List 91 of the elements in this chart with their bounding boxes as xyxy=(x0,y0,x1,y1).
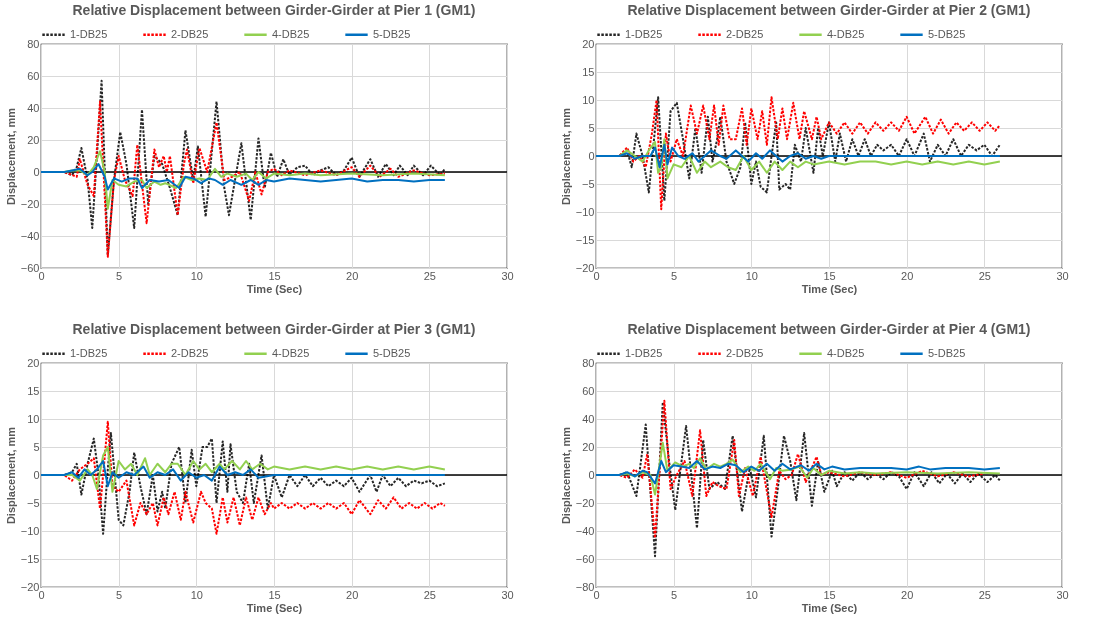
y-tick-label: 0 xyxy=(588,149,595,162)
chart-title: Relative Displacement between Girder-Girder at Pier 3 (GM1) xyxy=(72,321,476,337)
y-tick-label: −5 xyxy=(26,496,40,509)
y-tick-label: −10 xyxy=(20,524,40,537)
y-tick-label: 0 xyxy=(588,468,595,481)
y-tick-label: −40 xyxy=(20,229,40,242)
x-tick-label: 10 xyxy=(190,588,203,601)
y-tick-label: 80 xyxy=(27,37,40,50)
y-tick-label: −20 xyxy=(20,197,40,210)
legend-label: 1-DB25 xyxy=(70,346,108,359)
x-tick-label: 15 xyxy=(823,269,836,282)
legend-label: 2-DB25 xyxy=(726,27,764,40)
x-tick-label: 30 xyxy=(501,588,514,601)
x-tick-label: 20 xyxy=(346,588,359,601)
x-tick-label: 25 xyxy=(423,269,436,282)
legend-label: 1-DB25 xyxy=(70,27,108,40)
y-tick-label: −15 xyxy=(575,233,595,246)
x-tick-label: 10 xyxy=(745,588,758,601)
y-tick-label: −60 xyxy=(20,261,40,274)
legend-label: 1-DB25 xyxy=(625,346,663,359)
x-tick-label: 30 xyxy=(501,269,514,282)
y-tick-label: 10 xyxy=(27,412,40,425)
y-tick-label: 0 xyxy=(33,165,40,178)
line-series xyxy=(596,143,1001,169)
x-tick-label: 15 xyxy=(268,588,281,601)
y-tick-label: −15 xyxy=(20,552,40,565)
y-tick-label: 0 xyxy=(33,468,40,481)
legend-label: 4-DB25 xyxy=(272,346,310,359)
y-axis-title: Displacement, mm xyxy=(4,426,17,525)
line-series xyxy=(41,460,446,488)
y-tick-label: 5 xyxy=(588,121,595,134)
y-tick-label: 80 xyxy=(582,356,595,369)
x-axis-title: Time (Sec) xyxy=(246,282,303,295)
y-tick-label: 20 xyxy=(27,133,40,146)
x-axis-title: Time (Sec) xyxy=(246,601,303,614)
chart-title: Relative Displacement between Girder-Girder at Pier 1 (GM1) xyxy=(72,2,476,18)
chart-title: Relative Displacement between Girder-Girder at Pier 4 (GM1) xyxy=(627,321,1031,337)
y-tick-label: −5 xyxy=(581,177,595,190)
legend-label: 5-DB25 xyxy=(373,27,411,40)
y-tick-label: −20 xyxy=(575,261,595,274)
chart-title: Relative Displacement between Girder-Girder at Pier 2 (GM1) xyxy=(627,2,1031,18)
x-tick-label: 20 xyxy=(901,588,914,601)
y-tick-label: 20 xyxy=(582,37,595,50)
line-series xyxy=(41,163,446,191)
y-tick-label: −80 xyxy=(575,580,595,593)
y-tick-label: −20 xyxy=(20,580,40,593)
y-axis-title: Displacement, mm xyxy=(559,426,572,525)
y-tick-label: 40 xyxy=(27,101,40,114)
x-axis-title: Time (Sec) xyxy=(801,282,858,295)
legend-label: 2-DB25 xyxy=(726,346,764,359)
legend-label: 1-DB25 xyxy=(625,27,663,40)
y-tick-label: 10 xyxy=(582,93,595,106)
y-tick-label: 15 xyxy=(582,65,595,78)
y-tick-label: 20 xyxy=(27,356,40,369)
y-tick-label: 60 xyxy=(27,69,40,82)
x-tick-label: 5 xyxy=(116,588,123,601)
legend-label: 2-DB25 xyxy=(171,27,209,40)
y-tick-label: 15 xyxy=(27,384,40,397)
x-tick-label: 20 xyxy=(901,269,914,282)
y-tick-label: 60 xyxy=(582,384,595,397)
legend-label: 4-DB25 xyxy=(827,346,865,359)
x-tick-label: 10 xyxy=(190,269,203,282)
y-tick-label: 5 xyxy=(33,440,40,453)
legend-label: 4-DB25 xyxy=(272,27,310,40)
x-tick-label: 5 xyxy=(116,269,123,282)
line-series xyxy=(596,460,1001,485)
x-axis-title: Time (Sec) xyxy=(801,601,858,614)
x-tick-label: 5 xyxy=(671,588,678,601)
legend-label: 5-DB25 xyxy=(928,346,966,359)
x-tick-label: 15 xyxy=(823,588,836,601)
y-axis-title: Displacement, mm xyxy=(559,107,572,206)
y-tick-label: −60 xyxy=(575,552,595,565)
legend-label: 2-DB25 xyxy=(171,346,209,359)
y-tick-label: −20 xyxy=(575,496,595,509)
x-tick-label: 20 xyxy=(346,269,359,282)
x-tick-label: 25 xyxy=(978,588,991,601)
x-tick-label: 5 xyxy=(671,269,678,282)
y-tick-label: −40 xyxy=(575,524,595,537)
x-tick-label: 10 xyxy=(745,269,758,282)
y-axis-title: Displacement, mm xyxy=(4,107,17,206)
x-tick-label: 30 xyxy=(1056,588,1069,601)
legend-label: 4-DB25 xyxy=(827,27,865,40)
y-tick-label: 40 xyxy=(582,412,595,425)
x-tick-label: 15 xyxy=(268,269,281,282)
x-tick-label: 30 xyxy=(1056,269,1069,282)
x-tick-label: 25 xyxy=(978,269,991,282)
legend-label: 5-DB25 xyxy=(373,346,411,359)
x-tick-label: 25 xyxy=(423,588,436,601)
y-tick-label: 20 xyxy=(582,440,595,453)
y-tick-label: −10 xyxy=(575,205,595,218)
legend-label: 5-DB25 xyxy=(928,27,966,40)
